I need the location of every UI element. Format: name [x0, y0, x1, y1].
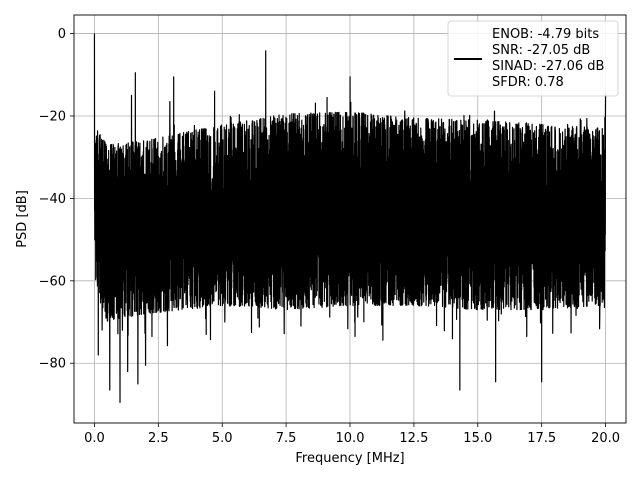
- x-tick-label: 17.5: [527, 431, 556, 446]
- legend-entry-sfdr: SFDR: 0.78: [492, 75, 564, 90]
- x-tick-label: 7.5: [276, 431, 297, 446]
- x-tick-label: 0.0: [84, 431, 105, 446]
- legend: ENOB: -4.79 bits SNR: -27.05 dB SINAD: -…: [447, 20, 619, 97]
- y-tick-label: −80: [39, 357, 66, 372]
- legend-entry-sinad: SINAD: -27.06 dB: [492, 59, 604, 74]
- x-axis-label: Frequency [MHz]: [295, 451, 404, 466]
- legend-box: [447, 20, 619, 97]
- x-tick-label: 15.0: [463, 431, 492, 446]
- y-axis-label: PSD [dB]: [15, 190, 30, 248]
- psd-series-line: [93, 33, 607, 403]
- x-tick-label: 5.0: [212, 431, 233, 446]
- ticks-layer: 0.0 2.5 5.0 7.5 10.0 12.5 15.0 17.5 20.0 0 −20 −40 −…: [39, 27, 620, 446]
- y-tick-label: −60: [39, 274, 66, 289]
- series-layer: [93, 33, 607, 403]
- legend-entry-enob: ENOB: -4.79 bits: [492, 27, 599, 42]
- x-tick-label: 20.0: [591, 431, 620, 446]
- x-tick-label: 12.5: [399, 431, 428, 446]
- y-tick-label: 0: [58, 27, 66, 42]
- x-tick-label: 2.5: [148, 431, 169, 446]
- y-tick-label: −40: [39, 192, 66, 207]
- y-tick-label: −20: [39, 109, 66, 124]
- legend-entry-snr: SNR: -27.05 dB: [492, 43, 590, 58]
- x-tick-label: 10.0: [336, 431, 365, 446]
